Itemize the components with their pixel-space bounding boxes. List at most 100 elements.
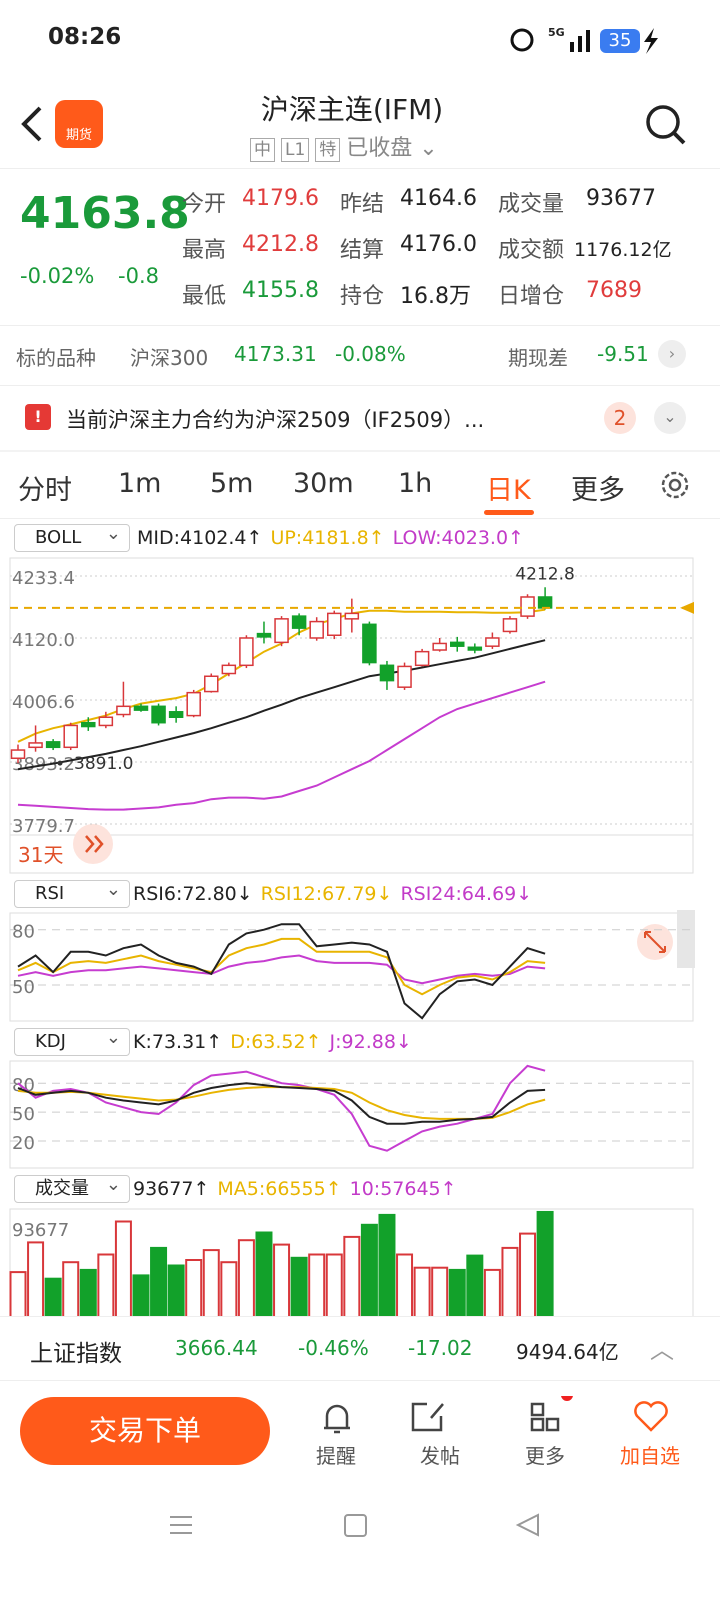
kdj-legend: K:73.31↑ D:63.52↑ J:92.88↓: [133, 1031, 420, 1053]
notice-text[interactable]: 当前沪深主力合约为沪深2509（IF2509）...: [66, 408, 485, 432]
ticker-expand[interactable]: ︿: [650, 1336, 674, 1364]
field-label: 结算: [340, 238, 385, 263]
volume-bar: [220, 1261, 238, 1316]
candle-body: [362, 623, 377, 664]
tab[interactable]: 5m: [210, 468, 254, 499]
volume-bar: [396, 1253, 414, 1316]
volume-bar: [519, 1232, 537, 1316]
notice-expand[interactable]: ⌄: [654, 402, 686, 434]
volume-bar: [378, 1213, 396, 1316]
field-label: 成交额: [498, 238, 565, 263]
candle-body: [204, 675, 219, 693]
volume-bar: [114, 1220, 132, 1316]
candle-body: [327, 612, 342, 637]
tick-label: 80: [12, 1075, 35, 1096]
field-value: 4164.6: [400, 186, 477, 211]
volume-bar: [273, 1243, 291, 1316]
field-label: 昨结: [340, 192, 385, 217]
candle-body: [151, 705, 166, 724]
charts: 31天 4233.44120.04006.63893.23779.74212.8…: [9, 557, 695, 1316]
tags: 中 L1 特已收盘 ⌄: [250, 130, 438, 162]
notice-icon: !: [25, 404, 51, 430]
action[interactable]: 加自选: [620, 1444, 680, 1468]
search[interactable]: [645, 104, 687, 146]
change: -0.8: [118, 264, 159, 288]
field-label: 今开: [182, 192, 227, 217]
tab[interactable]: 30m: [293, 468, 354, 499]
collapse-icon: [85, 835, 104, 853]
tab[interactable]: 日K: [486, 475, 531, 506]
market-status[interactable]: 已收盘: [346, 136, 413, 161]
candle-body: [63, 724, 78, 749]
volume-bar: [167, 1264, 185, 1316]
field-value: 1176.12亿: [574, 239, 672, 261]
title: 沪深主连(IFM): [260, 93, 444, 126]
volume-bar: [290, 1256, 308, 1316]
rsi-panel: [9, 912, 694, 1022]
tab[interactable]: 1h: [398, 468, 433, 499]
candle-body: [450, 641, 465, 647]
back-button[interactable]: [18, 104, 48, 144]
ticker-change-pct: -0.46%: [298, 1336, 369, 1360]
days: 31天: [18, 843, 63, 867]
side-tab[interactable]: [677, 910, 695, 968]
tick-label: 50: [12, 977, 35, 998]
tab[interactable]: 1m: [118, 468, 162, 499]
indicator-select[interactable]: RSI: [14, 877, 130, 908]
price: 4163.8: [20, 188, 190, 239]
indicator-select[interactable]: 成交量: [14, 1172, 130, 1203]
candle-body: [291, 615, 307, 629]
lower-line: [17, 680, 546, 811]
volume-bar: [466, 1254, 484, 1316]
field-label: 成交量: [498, 192, 565, 217]
action[interactable]: 更多: [525, 1444, 565, 1468]
volume-bar: [44, 1277, 62, 1316]
field-value: 93677: [586, 186, 656, 211]
volume-legend: 93677↑ MA5:66555↑ 10:57645↑: [133, 1178, 465, 1200]
expand-icon: [644, 931, 666, 953]
tick-label: 4233.4: [12, 568, 75, 589]
indicator-select[interactable]: KDJ: [14, 1025, 130, 1056]
candle-body: [520, 596, 535, 617]
action[interactable]: 发帖: [420, 1444, 460, 1468]
high-label: 4212.8: [515, 564, 574, 584]
volume-panel: [9, 1208, 694, 1316]
legend: UP:4181.8↑: [270, 527, 385, 549]
basis-more[interactable]: ›: [658, 340, 686, 368]
candle-body: [98, 716, 114, 727]
tab[interactable]: 更多: [571, 475, 625, 506]
network: 5G: [548, 26, 565, 39]
volume-bar: [237, 1239, 255, 1316]
legend: MID:4102.4↑: [137, 527, 263, 549]
tag: L1: [281, 138, 310, 162]
ticker-price: 3666.44: [175, 1336, 258, 1360]
battery: 35: [600, 29, 640, 53]
legend: RSI6:72.80↓: [133, 883, 253, 905]
field-value: 4155.8: [242, 278, 319, 303]
action[interactable]: 提醒: [316, 1444, 356, 1468]
candle-body: [537, 596, 553, 609]
field-value: 4212.8: [242, 232, 319, 257]
volume-bar: [501, 1246, 519, 1316]
volume-bar: [185, 1259, 203, 1316]
tick-label: 4120.0: [12, 630, 75, 651]
indicator-select[interactable]: BOLL: [14, 521, 130, 552]
volume-bar: [202, 1249, 220, 1316]
change-pct: -0.02%: [20, 264, 95, 288]
candle-body: [186, 691, 201, 717]
field-label: 最低: [182, 284, 227, 309]
ticker-amount: 9494.64亿: [516, 1340, 619, 1364]
candle-body: [81, 721, 96, 728]
basis-label: 期现差: [508, 346, 568, 370]
field-label: 持仓: [340, 284, 385, 309]
field-value: 16.8万: [400, 284, 471, 309]
underlying-label: 标的品种: [16, 346, 96, 370]
volume-bar: [325, 1253, 343, 1316]
trade-button[interactable]: 交易下单: [20, 1397, 270, 1465]
field-value: 7689: [586, 278, 642, 303]
legend: K:73.31↑: [133, 1031, 223, 1053]
volume-top-label: 93677: [12, 1220, 69, 1241]
kdj-panel: [9, 1060, 694, 1169]
tab[interactable]: 分时: [18, 475, 72, 506]
settings[interactable]: [658, 468, 692, 502]
